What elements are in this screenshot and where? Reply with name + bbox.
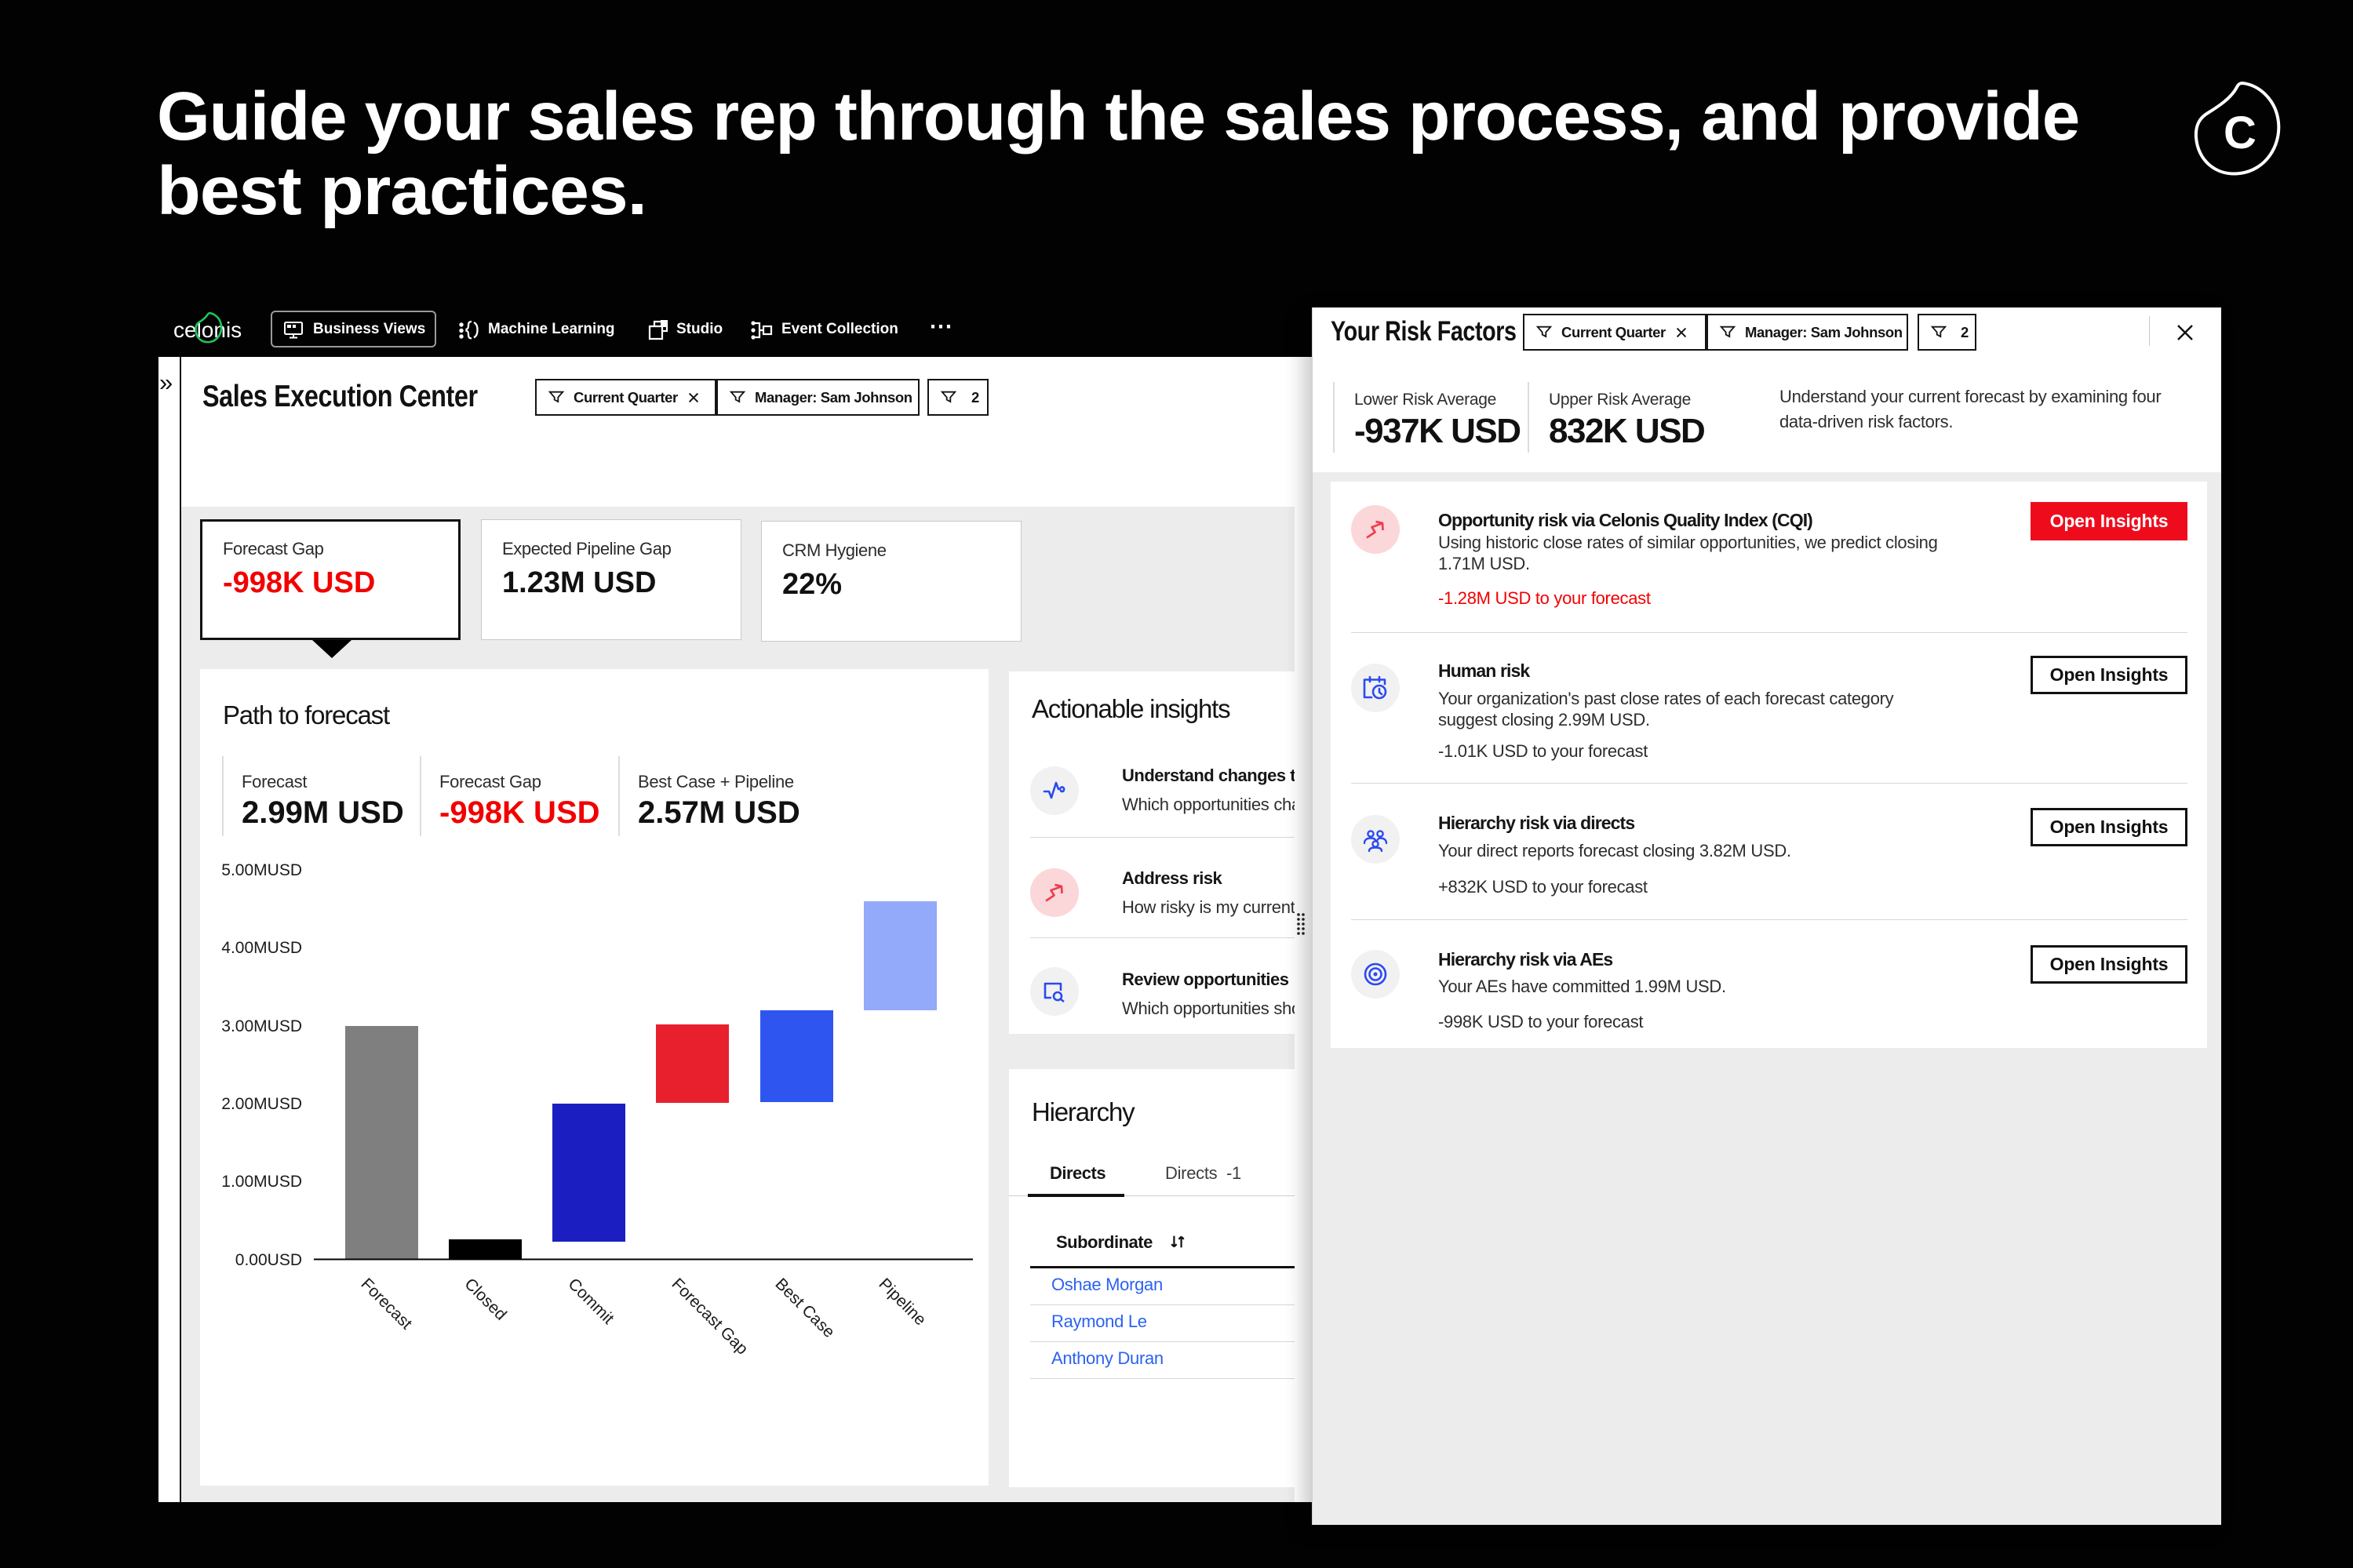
svg-text:Closed: Closed [461, 1275, 509, 1323]
svg-text:Pipeline: Pipeline [875, 1275, 929, 1329]
svg-text:1.00MUSD: 1.00MUSD [221, 1173, 302, 1191]
svg-text:Commit: Commit [564, 1275, 617, 1328]
svg-text:2.00MUSD: 2.00MUSD [221, 1095, 302, 1113]
svg-text:4.00MUSD: 4.00MUSD [221, 939, 302, 957]
svg-text:Forecast: Forecast [357, 1275, 415, 1333]
svg-text:0.00USD: 0.00USD [235, 1251, 302, 1269]
svg-text:Forecast Gap: Forecast Gap [668, 1275, 751, 1358]
svg-text:Best Case: Best Case [771, 1275, 838, 1341]
svg-text:3.00MUSD: 3.00MUSD [221, 1017, 302, 1035]
svg-text:5.00MUSD: 5.00MUSD [221, 861, 302, 879]
svg-text:C: C [2224, 107, 2256, 158]
